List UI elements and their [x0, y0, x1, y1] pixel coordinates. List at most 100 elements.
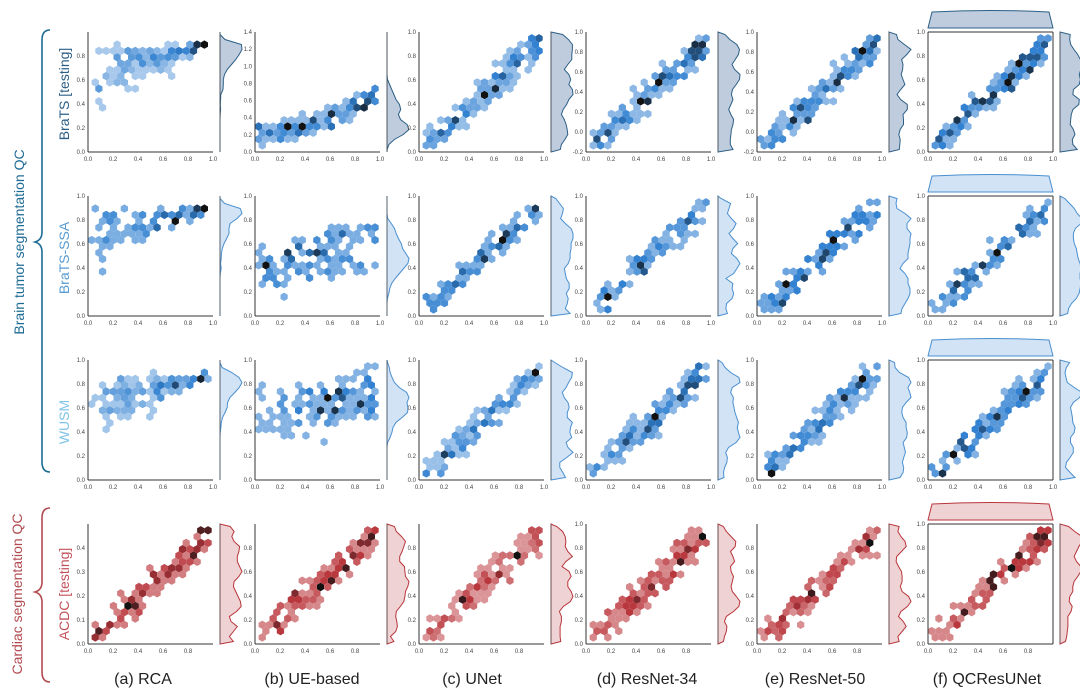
hexbin-cell	[178, 545, 187, 554]
hexbin-cell	[186, 557, 194, 566]
hexbin-cell	[691, 381, 699, 390]
hexbin-cell	[356, 387, 365, 396]
hexbin-cell	[829, 235, 837, 245]
hexbin-cell	[611, 128, 619, 137]
hexbin-cell	[818, 431, 827, 440]
hexbin-cell	[124, 46, 132, 56]
hexbin-cell	[138, 71, 147, 81]
hexbin-cell	[499, 551, 507, 560]
hexbin-cell	[513, 374, 521, 384]
hexbin-cell	[702, 34, 710, 43]
hexbin-cell	[495, 570, 503, 579]
hexbin-cell	[782, 608, 790, 617]
hexbin-cell	[484, 589, 492, 598]
hexbin-cell	[1037, 210, 1045, 220]
hexbin-cell	[258, 128, 266, 137]
hexbin-cell	[807, 601, 816, 611]
hexbin-cell	[615, 601, 623, 611]
hexbin-cell	[473, 267, 481, 276]
hexbin-cell	[367, 406, 375, 415]
hexbin-cell	[946, 292, 954, 301]
hexbin-cell	[298, 261, 306, 270]
x-tick-label: 0.2	[109, 649, 118, 655]
hexbin-cell	[258, 280, 266, 289]
hexbin-cell	[197, 374, 205, 384]
hexbin-cell	[855, 65, 863, 74]
hexbin-cell	[265, 406, 274, 415]
hexbin-cell	[517, 381, 525, 390]
hexbin-cell	[164, 381, 172, 390]
hexbin-cell	[928, 462, 936, 472]
y-tick-label: 0.4	[746, 594, 755, 600]
hexbin-cell	[488, 90, 496, 100]
y-tick-label: 0.0	[244, 642, 253, 648]
hexbin-cell	[349, 261, 357, 270]
y-tick-label: 0.6	[917, 242, 926, 248]
x-tick-label: 0.8	[853, 157, 862, 163]
hexbin-cell	[691, 532, 699, 541]
hexbin-cell	[98, 242, 107, 251]
hexbin-cell	[353, 557, 361, 566]
hexbin-cell	[269, 412, 277, 421]
hexbin-cell	[120, 229, 128, 238]
hexbin-cell	[684, 53, 692, 62]
hexbin-cell	[1015, 223, 1023, 232]
hexbin-cell	[364, 412, 372, 421]
hexbin-cell	[793, 286, 801, 295]
row-label-acdc-testing: ACDC [testing]	[56, 548, 72, 641]
hexbin-cell	[818, 90, 827, 100]
hexbin-cell	[109, 223, 118, 232]
x-tick-label: 1.0	[1049, 485, 1058, 491]
hexbin-cell	[364, 97, 372, 106]
hexbin-cell	[847, 381, 856, 390]
hexbin-cell	[255, 425, 263, 434]
hexbin-cell	[160, 210, 168, 220]
hexbin-cell	[459, 444, 467, 453]
hexbin-cell	[502, 242, 510, 251]
hexbin-cell	[131, 71, 139, 81]
hexbin-cell	[484, 84, 492, 93]
hexbin-cell	[106, 406, 114, 415]
hexbin-cell	[778, 462, 787, 472]
hexbin-cell	[291, 134, 299, 144]
hexbin-cell	[335, 412, 343, 421]
hexbin-cell	[295, 406, 303, 415]
hexbin-cell	[331, 229, 339, 238]
hexbin-cell	[793, 109, 801, 119]
hexbin-cell	[975, 431, 983, 440]
hexbin-cell	[488, 570, 496, 579]
hexbin-cell	[513, 223, 521, 232]
hexbin-cell	[833, 570, 841, 579]
hexbin-cell	[767, 469, 776, 478]
hexbin-cell	[636, 425, 645, 434]
y-tick-label: 0.4	[244, 594, 253, 600]
hexbin-cell	[633, 103, 641, 112]
hexbin-cell	[160, 59, 168, 68]
y-tick-label: 0.8	[575, 546, 584, 552]
hexbin-cell	[655, 570, 663, 579]
hexbin-cell	[1037, 46, 1045, 56]
x-tick-label: 1.0	[1049, 157, 1058, 163]
hexbin-cell	[647, 570, 656, 579]
hexbin-cell	[473, 570, 481, 579]
x-tick-label: 0.2	[778, 485, 787, 491]
hexbin-cell	[989, 406, 998, 415]
hexbin-cell	[811, 90, 819, 100]
hexbin-cell	[349, 235, 357, 245]
hexbin-cell	[1022, 223, 1030, 232]
hexbin-cell	[1026, 229, 1034, 238]
x-tick-label: 0.0	[415, 321, 424, 327]
hexbin-cell	[480, 406, 489, 415]
y-tick-label: 0.8	[244, 546, 253, 552]
x-tick-label: 0.2	[276, 157, 285, 163]
hexbin-cell	[131, 210, 139, 220]
hexbin-cell	[451, 116, 459, 125]
hexbin-cell	[124, 412, 132, 421]
hexbin-cell	[622, 601, 630, 611]
hexbin-cell	[171, 217, 179, 226]
hexbin-cell	[1029, 210, 1038, 220]
hexbin-cell	[691, 53, 699, 62]
hexbin-cell	[117, 387, 125, 396]
x-tick-label: 0.2	[949, 321, 958, 327]
hexbin-cell	[448, 601, 456, 611]
